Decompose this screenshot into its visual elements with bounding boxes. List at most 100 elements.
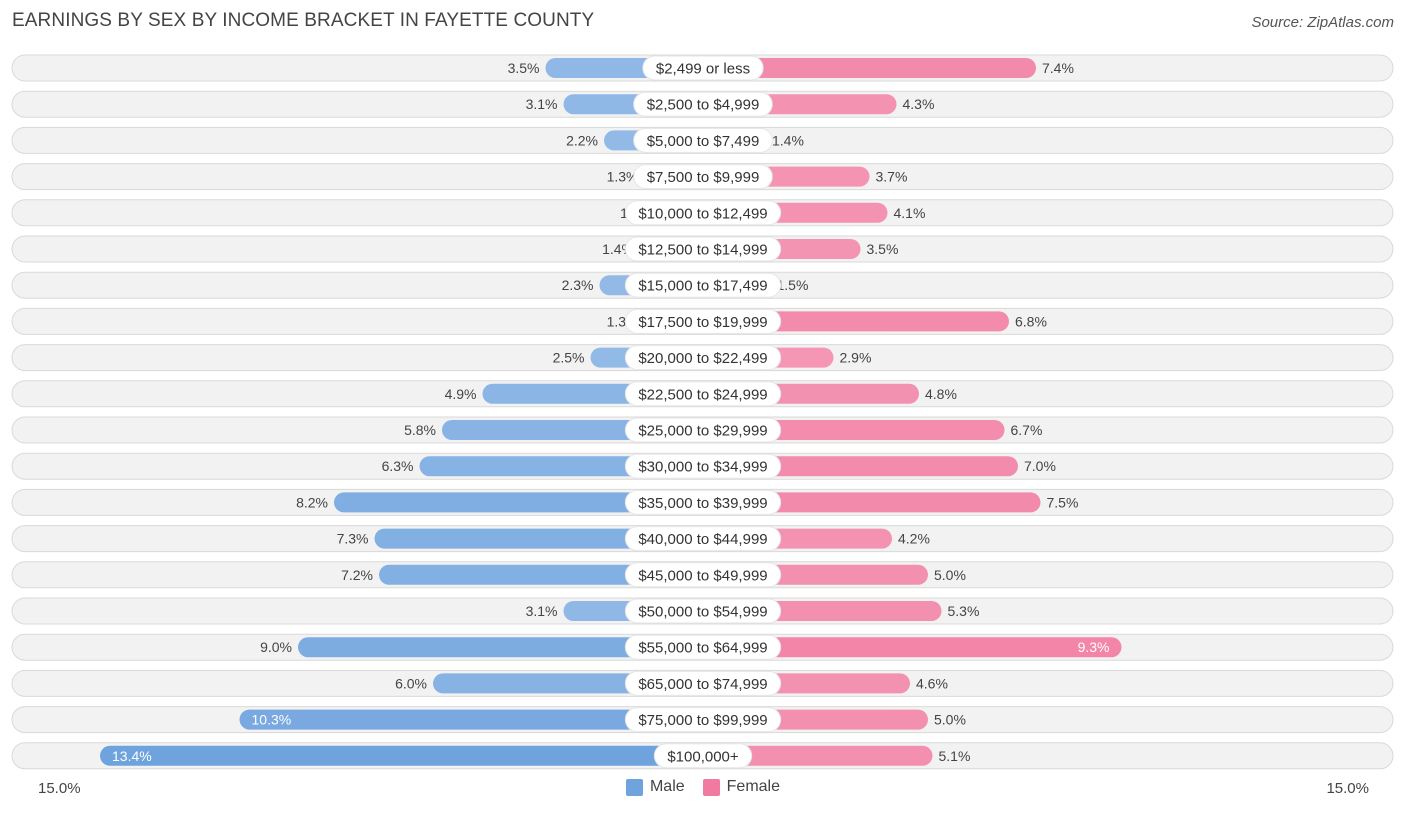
- category-label: $5,000 to $7,499: [647, 133, 760, 150]
- value-label-female: 4.3%: [903, 96, 935, 112]
- legend-item-male: Male: [625, 778, 685, 796]
- category-label: $30,000 to $34,999: [638, 459, 767, 476]
- value-label-male: 9.0%: [260, 639, 292, 655]
- bar-male: [379, 564, 703, 585]
- category-label: $17,500 to $19,999: [638, 314, 767, 331]
- value-label-female: 1.5%: [777, 277, 809, 293]
- legend-swatch-male: [625, 778, 643, 796]
- category-pill: [624, 489, 782, 515]
- value-label-male: 4.9%: [445, 386, 477, 402]
- source-credit: Source: ZipAtlas.com: [1251, 14, 1394, 31]
- bar-female: [703, 456, 1018, 477]
- bar-male: [334, 492, 703, 513]
- value-label-female: 7.4%: [1042, 60, 1074, 76]
- category-label: $65,000 to $74,999: [638, 676, 767, 693]
- category-pill: [642, 55, 764, 81]
- value-label-male: 3.5%: [508, 60, 540, 76]
- value-label-female: 9.3%: [1078, 639, 1110, 655]
- category-label: $20,000 to $22,499: [638, 350, 767, 367]
- value-label-female: 4.6%: [916, 675, 948, 691]
- category-pill: [624, 526, 782, 552]
- value-label-female: 7.5%: [1047, 494, 1079, 510]
- bar-male: [374, 528, 703, 549]
- diverging-bar-chart: 3.5% 7.4% $2,499 or less 3.1% 4.3% $2,500 to …: [11, 54, 1394, 770]
- category-pill: [624, 308, 782, 334]
- legend-item-female: Female: [702, 778, 781, 796]
- category-pill: [633, 91, 773, 117]
- category-label: $75,000 to $99,999: [638, 712, 767, 729]
- category-label: $22,500 to $24,999: [638, 386, 767, 403]
- category-pill: [624, 236, 782, 262]
- category-label: $100,000+: [667, 748, 739, 765]
- category-pill: [624, 345, 782, 371]
- category-label: $40,000 to $44,999: [638, 531, 767, 548]
- category-pill: [624, 381, 782, 407]
- value-label-male: 2.2%: [566, 132, 598, 148]
- value-label-female: 7.0%: [1024, 458, 1056, 474]
- category-pill: [624, 417, 782, 443]
- value-label-female: 5.3%: [948, 603, 980, 619]
- value-label-male: 2.5%: [553, 350, 585, 366]
- category-pill: [653, 743, 753, 769]
- bar-female: [703, 745, 933, 766]
- value-label-female: 1.4%: [772, 132, 804, 148]
- category-pill: [624, 707, 782, 733]
- value-label-female: 2.9%: [840, 350, 872, 366]
- legend-label-male: Male: [649, 778, 685, 795]
- category-pill: [624, 634, 782, 660]
- value-label-male: 3.1%: [526, 96, 558, 112]
- value-label-male: 8.2%: [296, 494, 328, 510]
- value-label-female: 3.5%: [867, 241, 899, 257]
- axis-label-left: 15.0%: [38, 780, 81, 797]
- value-label-male: 6.0%: [395, 675, 427, 691]
- bar-male: [100, 745, 703, 766]
- category-label: $35,000 to $39,999: [638, 495, 767, 512]
- value-label-female: 4.2%: [898, 531, 930, 547]
- category-label: $7,500 to $9,999: [647, 169, 760, 186]
- value-label-male: 6.3%: [382, 458, 414, 474]
- value-label-male: 2.3%: [562, 277, 594, 293]
- legend-swatch-female: [702, 778, 720, 796]
- axis-label-right: 15.0%: [1326, 780, 1369, 797]
- value-label-female: 5.0%: [934, 567, 966, 583]
- value-label-male: 5.8%: [404, 422, 436, 438]
- category-label: $2,499 or less: [656, 61, 750, 78]
- category-pill: [633, 127, 773, 153]
- value-label-female: 5.1%: [939, 748, 971, 764]
- legend: Male Female: [0, 778, 1406, 796]
- category-label: $25,000 to $29,999: [638, 423, 767, 440]
- category-label: $50,000 to $54,999: [638, 604, 767, 621]
- bar-female: [703, 637, 1122, 658]
- category-pill: [624, 562, 782, 588]
- value-label-male: 7.2%: [341, 567, 373, 583]
- value-label-female: 5.0%: [934, 712, 966, 728]
- bar-female: [703, 58, 1036, 78]
- value-label-male: 3.1%: [526, 603, 558, 619]
- category-pill: [624, 200, 782, 226]
- value-label-female: 4.8%: [925, 386, 957, 402]
- value-label-male: 7.3%: [337, 531, 369, 547]
- category-label: $45,000 to $49,999: [638, 567, 767, 584]
- value-label-female: 3.7%: [876, 169, 908, 185]
- category-pill: [624, 272, 782, 298]
- value-label-male: 1.3%: [607, 169, 639, 185]
- value-label-female: 4.1%: [894, 205, 926, 221]
- bar-male: [239, 709, 703, 730]
- bar-female: [703, 492, 1041, 513]
- category-pill: [633, 164, 773, 190]
- category-label: $15,000 to $17,499: [638, 278, 767, 295]
- category-label: $2,500 to $4,999: [647, 97, 760, 114]
- legend-label-female: Female: [726, 778, 781, 795]
- chart-title: EARNINGS BY SEX BY INCOME BRACKET IN FAY…: [12, 10, 595, 31]
- category-pill: [624, 670, 782, 696]
- value-label-female: 6.7%: [1011, 422, 1043, 438]
- category-label: $10,000 to $12,499: [638, 205, 767, 222]
- category-label: $55,000 to $64,999: [638, 640, 767, 657]
- bar-male: [298, 637, 703, 658]
- category-label: $12,500 to $14,999: [638, 242, 767, 259]
- category-pill: [624, 598, 782, 624]
- value-label-male: 10.3%: [252, 712, 292, 728]
- category-pill: [624, 453, 782, 479]
- value-label-male: 13.4%: [112, 748, 152, 764]
- value-label-female: 6.8%: [1015, 313, 1047, 329]
